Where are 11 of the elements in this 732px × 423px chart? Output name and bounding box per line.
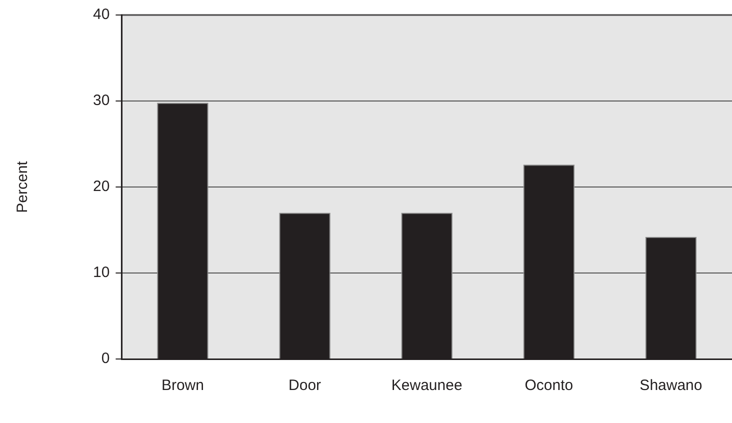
x-tick-label: Kewaunee — [391, 377, 462, 394]
y-tick-label: 10 — [92, 264, 110, 282]
x-tick-label: Oconto — [524, 377, 574, 394]
x-tick-label: Brown — [161, 377, 204, 394]
y-tick-label: 40 — [92, 6, 110, 24]
y-axis-title: Percent — [14, 160, 32, 213]
x-tick-label: Door — [288, 377, 322, 394]
y-tick-label: 0 — [101, 350, 110, 368]
x-tick-label: Shawano — [640, 377, 702, 394]
y-tick-label: 20 — [92, 178, 110, 196]
y-tick-label: 30 — [92, 92, 110, 110]
